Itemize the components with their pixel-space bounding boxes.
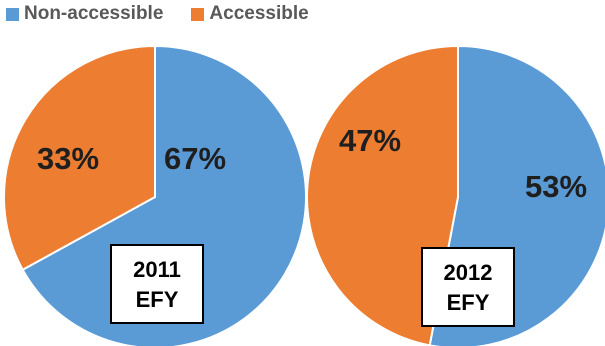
pie-2011-slice-accessible <box>3 44 156 272</box>
pie-2011-slice-non-accessible <box>21 44 307 346</box>
pie-2011-label-non-accessible: 67% <box>164 141 226 176</box>
pie-2012-slice-accessible <box>306 44 459 346</box>
legend-item-non-accessible: Non-accessible <box>6 3 163 25</box>
pie-2011-label-accessible: 33% <box>37 141 99 176</box>
legend-swatch-non-accessible <box>6 7 19 21</box>
legend-label-non-accessible: Non-accessible <box>24 3 164 24</box>
pie-2012-year-label: 2012 <box>444 260 493 285</box>
pie-2012-label-non-accessible: 53% <box>525 169 587 204</box>
pie-2012-label-accessible: 47% <box>339 123 401 158</box>
legend-label-accessible: Accessible <box>209 3 309 24</box>
pie-2012-calendar-label: EFY <box>447 290 490 315</box>
pie-2012-year-box <box>421 247 515 327</box>
pie-2011-year-box <box>110 244 204 324</box>
legend-item-accessible: Accessible <box>191 3 309 25</box>
chart-legend: Non-accessible Accessible <box>6 3 337 25</box>
pie-2011-year-label: 2011 <box>133 257 181 282</box>
legend-swatch-accessible <box>191 7 205 21</box>
pie-2011-calendar-label: EFY <box>136 287 179 312</box>
